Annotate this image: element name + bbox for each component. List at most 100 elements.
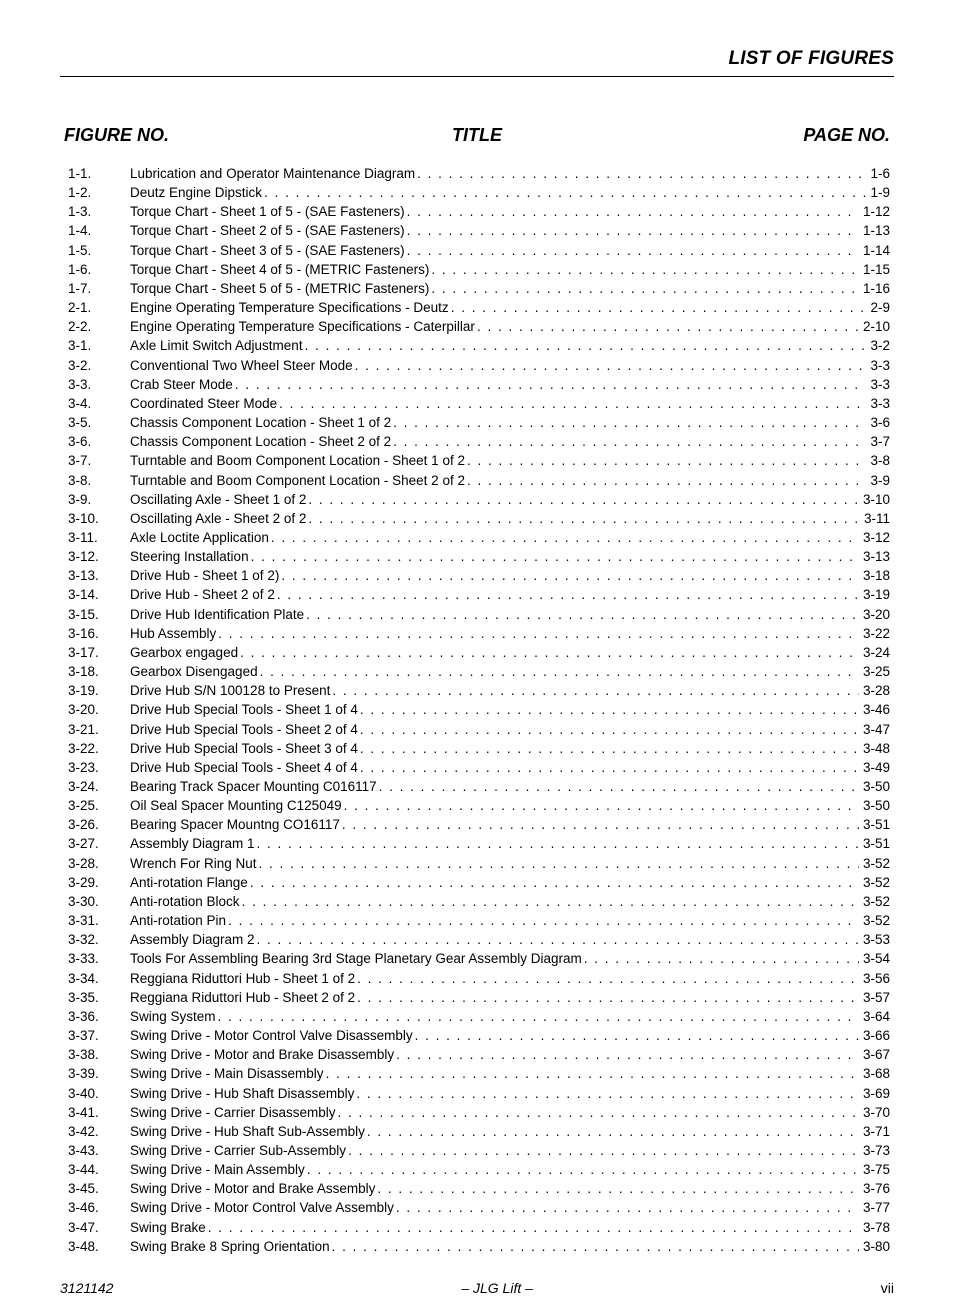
page-number: 1-15 xyxy=(861,260,894,279)
figure-title: Swing System xyxy=(130,1007,216,1026)
figure-number: 3-3. xyxy=(60,375,130,394)
figure-title-cell: Reggiana Riduttori Hub - Sheet 2 of 2 xyxy=(130,988,861,1007)
dot-leader xyxy=(338,1103,859,1122)
figure-title: Drive Hub Special Tools - Sheet 2 of 4 xyxy=(130,720,358,739)
dot-leader xyxy=(326,1064,859,1083)
figure-title: Tools For Assembling Bearing 3rd Stage P… xyxy=(130,949,582,968)
figure-title: Anti-rotation Flange xyxy=(130,873,248,892)
figure-title-cell: Gearbox Disengaged xyxy=(130,662,861,681)
figure-entry: 3-3.Crab Steer Mode3-3 xyxy=(60,375,894,394)
figure-title-cell: Assembly Diagram 2 xyxy=(130,930,861,949)
figure-title-cell: Lubrication and Operator Maintenance Dia… xyxy=(130,164,868,183)
page-number: 3-50 xyxy=(861,796,894,815)
figure-title: Oil Seal Spacer Mounting C125049 xyxy=(130,796,342,815)
figure-title: Swing Drive - Motor Control Valve Assemb… xyxy=(130,1198,394,1217)
dot-leader xyxy=(393,413,866,432)
dot-leader xyxy=(332,1237,859,1256)
figure-entry: 1-5.Torque Chart - Sheet 3 of 5 - (SAE F… xyxy=(60,241,894,260)
figure-number: 3-14. xyxy=(60,585,130,604)
page-number: 3-78 xyxy=(861,1218,894,1237)
figure-number: 3-46. xyxy=(60,1198,130,1217)
dot-leader xyxy=(277,585,859,604)
page-number: 3-11 xyxy=(862,509,894,528)
page-number: 2-10 xyxy=(861,317,894,336)
page-footer: 3121142 – JLG Lift – vii xyxy=(60,1256,894,1296)
figure-entry: 3-43.Swing Drive - Carrier Sub-Assembly3… xyxy=(60,1141,894,1160)
figure-title-cell: Drive Hub S/N 100128 to Present xyxy=(130,681,861,700)
figure-number: 3-33. xyxy=(60,949,130,968)
figure-title-cell: Drive Hub Special Tools - Sheet 3 of 4 xyxy=(130,739,861,758)
figure-number: 3-8. xyxy=(60,471,130,490)
dot-leader xyxy=(242,892,859,911)
figure-entry: 3-11.Axle Loctite Application3-12 xyxy=(60,528,894,547)
dot-leader xyxy=(342,815,859,834)
dot-leader xyxy=(396,1045,859,1064)
figure-title-cell: Steering Installation xyxy=(130,547,861,566)
figure-title: Turntable and Boom Component Location - … xyxy=(130,451,465,470)
figure-entry: 3-23.Drive Hub Special Tools - Sheet 4 o… xyxy=(60,758,894,777)
figure-title-cell: Gearbox engaged xyxy=(130,643,861,662)
figure-title-cell: Swing System xyxy=(130,1007,861,1026)
figure-number: 3-19. xyxy=(60,681,130,700)
figure-number: 3-47. xyxy=(60,1218,130,1237)
page-number: 1-14 xyxy=(861,241,894,260)
figure-title-cell: Conventional Two Wheel Steer Mode xyxy=(130,356,868,375)
figure-title-cell: Swing Drive - Main Disassembly xyxy=(130,1064,861,1083)
figure-number: 3-24. xyxy=(60,777,130,796)
figure-entry: 3-15.Drive Hub Identification Plate3-20 xyxy=(60,605,894,624)
running-header: LIST OF FIGURES xyxy=(60,48,894,70)
dot-leader xyxy=(396,1198,859,1217)
figure-title: Drive Hub Special Tools - Sheet 4 of 4 xyxy=(130,758,358,777)
page-number: 1-6 xyxy=(868,164,894,183)
figure-entry: 3-39.Swing Drive - Main Disassembly3-68 xyxy=(60,1064,894,1083)
page-number: 3-52 xyxy=(861,873,894,892)
figure-entry: 1-4.Torque Chart - Sheet 2 of 5 - (SAE F… xyxy=(60,221,894,240)
figure-title-cell: Torque Chart - Sheet 1 of 5 - (SAE Faste… xyxy=(130,202,861,221)
dot-leader xyxy=(415,1026,859,1045)
figure-number: 1-1. xyxy=(60,164,130,183)
figure-number: 3-36. xyxy=(60,1007,130,1026)
figure-number: 3-15. xyxy=(60,605,130,624)
figure-title-cell: Turntable and Boom Component Location - … xyxy=(130,451,868,470)
figure-title-cell: Reggiana Riduttori Hub - Sheet 1 of 2 xyxy=(130,969,861,988)
figure-title: Anti-rotation Pin xyxy=(130,911,226,930)
dot-leader xyxy=(477,317,859,336)
page-number: 3-53 xyxy=(861,930,894,949)
figure-title-cell: Anti-rotation Pin xyxy=(130,911,861,930)
figure-number: 3-34. xyxy=(60,969,130,988)
figure-title: Drive Hub Identification Plate xyxy=(130,605,304,624)
figure-entry: 3-16.Hub Assembly3-22 xyxy=(60,624,894,643)
figure-title: Assembly Diagram 1 xyxy=(130,834,255,853)
dot-leader xyxy=(393,432,866,451)
figure-title: Swing Drive - Main Disassembly xyxy=(130,1064,324,1083)
page-number: 3-28 xyxy=(861,681,894,700)
figure-entry: 3-48.Swing Brake 8 Spring Orientation3-8… xyxy=(60,1237,894,1256)
figure-title-cell: Swing Drive - Hub Shaft Disassembly xyxy=(130,1084,861,1103)
figure-title-cell: Chassis Component Location - Sheet 2 of … xyxy=(130,432,868,451)
figure-entry: 3-32.Assembly Diagram 23-53 xyxy=(60,930,894,949)
dot-leader xyxy=(407,202,859,221)
figure-number: 3-12. xyxy=(60,547,130,566)
figure-number: 3-29. xyxy=(60,873,130,892)
header-rule xyxy=(60,76,894,77)
figure-title: Swing Drive - Motor and Brake Disassembl… xyxy=(130,1045,394,1064)
figure-title-cell: Drive Hub - Sheet 1 of 2) xyxy=(130,566,861,585)
figure-title: Assembly Diagram 2 xyxy=(130,930,255,949)
dot-leader xyxy=(250,873,859,892)
figure-title: Chassis Component Location - Sheet 2 of … xyxy=(130,432,391,451)
page-number: 1-9 xyxy=(868,183,894,202)
figure-title-cell: Bearing Track Spacer Mounting C016117 xyxy=(130,777,861,796)
figure-title-cell: Torque Chart - Sheet 4 of 5 - (METRIC Fa… xyxy=(130,260,861,279)
figure-number: 3-21. xyxy=(60,720,130,739)
figure-title-cell: Oscillating Axle - Sheet 1 of 2 xyxy=(130,490,861,509)
dot-leader xyxy=(377,1179,859,1198)
figure-title-cell: Torque Chart - Sheet 3 of 5 - (SAE Faste… xyxy=(130,241,861,260)
figure-title-cell: Swing Drive - Main Assembly xyxy=(130,1160,861,1179)
page-number: 3-6 xyxy=(868,413,894,432)
page-number: 3-52 xyxy=(861,854,894,873)
page-number: 3-70 xyxy=(861,1103,894,1122)
page-number: 3-56 xyxy=(861,969,894,988)
page-number: 2-9 xyxy=(868,298,894,317)
dot-leader xyxy=(357,969,859,988)
figure-number: 3-1. xyxy=(60,336,130,355)
